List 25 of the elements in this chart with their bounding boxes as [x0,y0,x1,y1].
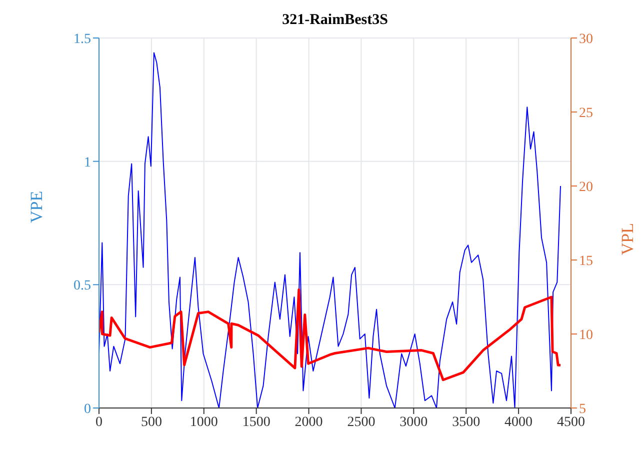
y-tick-label: 1.5 [74,32,91,47]
x-tick-label: 2500 [347,414,376,430]
x-tick-label: 1000 [190,414,218,430]
x-tick-label: 3000 [400,414,428,430]
y2-tick-label: 25 [579,106,593,121]
y-tick-label: 0 [84,402,91,417]
y2-tick-label: 30 [579,32,593,47]
y2-tick-label: 15 [579,254,593,269]
x-tick-label: 0 [96,414,102,430]
x-tick-label: 3500 [452,414,480,430]
y2-tick-label: 10 [579,328,593,343]
line-series [99,288,562,382]
x-tick-label: 2000 [294,414,323,430]
x-tick-label: 4000 [504,414,533,430]
x-tick-label: 1500 [242,414,270,430]
line-series [99,52,562,408]
x-tick-label: 500 [140,414,162,430]
y2-axis-title: VPL [618,223,638,256]
chart-title: 321-RaimBest3S [281,12,389,29]
y-axis-title: VPE [27,190,46,223]
y-tick-label: 1 [84,155,91,170]
y2-tick-label: 20 [579,180,593,195]
y2-tick-label: 5 [579,402,586,417]
x-tick-label: 4500 [557,414,585,430]
y-tick-label: 0.5 [74,278,91,294]
